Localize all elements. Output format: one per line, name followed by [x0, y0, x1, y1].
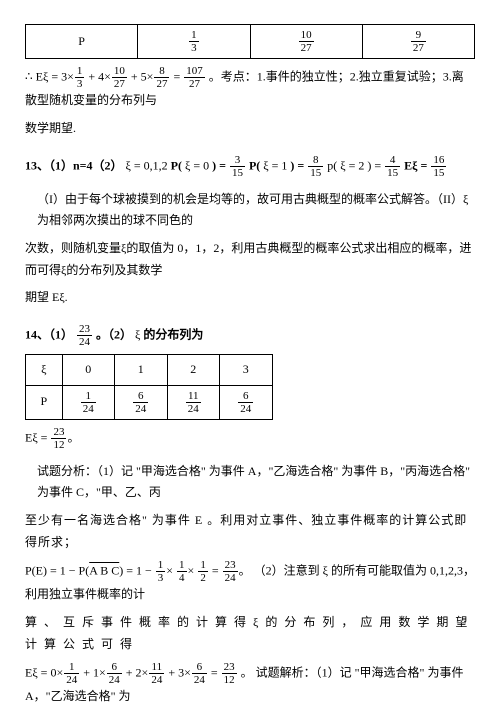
cell: 1 [115, 354, 167, 385]
cell: 624 [219, 385, 272, 419]
cell: 124 [62, 385, 114, 419]
cell: ξ [26, 354, 63, 385]
para: 至少有一名海选合格" 为事件 E 。利用对立事件、独立事件概率的计算公式即得所求… [25, 510, 475, 553]
p-label: P [26, 25, 138, 59]
cell: 3 [219, 354, 272, 385]
cell: 927 [362, 25, 474, 59]
para: 期望 Eξ. [25, 287, 475, 309]
cell: P [26, 385, 63, 419]
expectation-final: Eξ = 0×124 + 1×624 + 2×1124 + 3×624 = 23… [25, 661, 475, 708]
cell: 1124 [167, 385, 219, 419]
distribution-table-top: P 13 1027 927 [25, 24, 475, 59]
para: 算 、 互 斥 事 件 概 率 的 计 算 得 ξ 的 分 布 列 ， 应 用 … [25, 612, 475, 655]
expectation-line-1: ∴ Eξ = 3×13 + 4×1027 + 5×827 = 10727 。考点… [25, 65, 475, 112]
cell: 1027 [250, 25, 362, 59]
q14-head: 14、（1） 2324 。（2） ξ 的分布列为 [25, 323, 475, 348]
expectation-14: Eξ = 2312。 [25, 426, 475, 451]
para: 次数，则随机变量ξ的取值为 0，1，2，利用古典概型的概率公式求出相应的概率，进… [25, 238, 475, 281]
cell: 0 [62, 354, 114, 385]
cell: 2 [167, 354, 219, 385]
para: （I）由于每个球被摸到的机会是均等的，故可用古典概型的概率公式解答。（II）ξ为… [37, 189, 475, 232]
q13-line: 13、（1）n=4（2） ξ = 0,1,2 P( ξ = 0 ) = 315 … [25, 154, 475, 179]
text-line: 数学期望. [25, 118, 475, 140]
cell: 624 [115, 385, 167, 419]
para: 试题分析：（1）记 "甲海选合格" 为事件 A，"乙海选合格" 为事件 B，"丙… [37, 461, 475, 504]
distribution-table-14: ξ 0 1 2 3 P 124 624 1124 624 [25, 354, 273, 420]
pe-line: P(E) = 1 − P(A B C) = 1 − 13× 14× 12 = 2… [25, 559, 475, 606]
cell: 13 [138, 25, 250, 59]
